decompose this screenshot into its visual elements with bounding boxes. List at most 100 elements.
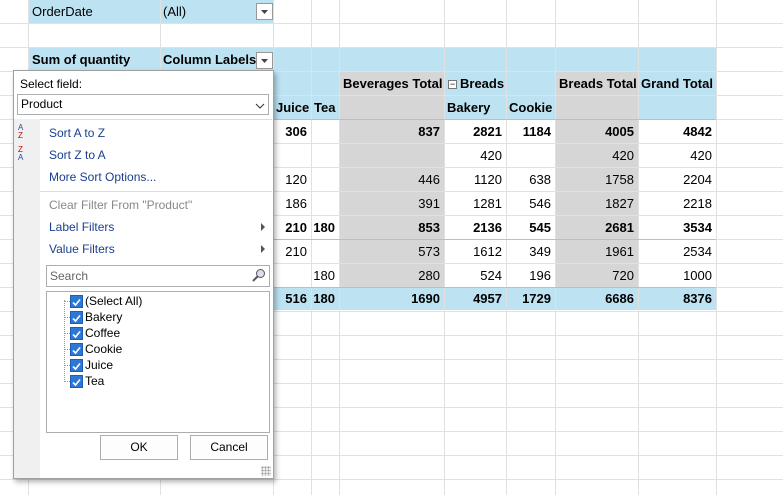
pivot-cell: 638 (529, 172, 551, 187)
check-icon (72, 330, 81, 339)
chevron (254, 99, 266, 109)
pivot-cell: 196 (529, 268, 551, 283)
checkbox[interactable] (70, 295, 83, 308)
list-item[interactable]: Bakery (85, 310, 123, 324)
pivot-cell: 2136 (473, 220, 502, 235)
dropdown-button[interactable] (256, 3, 273, 20)
search-icon (252, 268, 266, 282)
list-item[interactable]: Coffee (85, 326, 121, 340)
separator (40, 191, 272, 192)
pivot-cell: 2534 (683, 244, 712, 259)
menu-item[interactable]: More Sort Options... (49, 170, 157, 184)
grid-line (0, 71, 783, 72)
ok-button[interactable]: OK (100, 435, 178, 460)
grid-line (311, 0, 312, 495)
column-labels: Column Labels (163, 52, 257, 67)
bev-total-col (339, 72, 444, 288)
grid-line (0, 95, 783, 96)
pivot-cell: 420 (480, 148, 502, 163)
tree-line (64, 333, 70, 334)
grid-line (0, 215, 783, 216)
filter-bg (28, 0, 273, 23)
grid-line (0, 167, 783, 168)
menu-item[interactable]: Value Filters (49, 242, 115, 256)
checkbox[interactable] (70, 359, 83, 372)
submenu-arrow (261, 245, 265, 253)
total-line (28, 287, 716, 288)
check-icon (72, 314, 81, 323)
checkbox[interactable] (70, 343, 83, 356)
dropdown-button[interactable] (256, 52, 273, 69)
pivot-cell: 349 (529, 244, 551, 259)
pivot-cell: 306 (285, 124, 307, 139)
filter-value: (All) (163, 4, 187, 19)
filter-label: OrderDate (32, 4, 93, 19)
pivot-cell: 524 (480, 268, 502, 283)
pivot-cell: 4005 (605, 124, 634, 139)
check-icon (72, 378, 81, 387)
pivot-cell: 180 (313, 268, 335, 283)
grid-line (506, 0, 507, 495)
field-dropdown[interactable]: Product (17, 94, 269, 115)
pivot-cell: 1690 (411, 291, 440, 306)
check-icon (72, 362, 81, 371)
item-list (46, 291, 270, 433)
header-line (28, 239, 716, 240)
menu-item[interactable]: Sort A to Z (49, 126, 106, 140)
value-label: Sum of quantity (32, 52, 131, 67)
pivot-cell: 545 (529, 220, 551, 235)
pivot-cell: 4957 (473, 291, 502, 306)
pivot-cell: 420 (690, 148, 712, 163)
tree-line (64, 381, 70, 382)
pivot-cell: 2681 (605, 220, 634, 235)
pivot-cell: 516 (285, 291, 307, 306)
pivot-cell: 1961 (605, 244, 634, 259)
grid-line (0, 23, 783, 24)
pivot-cell: 720 (612, 268, 634, 283)
pivot-cell: 1612 (473, 244, 502, 259)
list-item[interactable]: (Select All) (85, 294, 143, 308)
pivot-cell: 186 (285, 196, 307, 211)
submenu-arrow (261, 223, 265, 231)
check-icon (72, 346, 81, 355)
group-header: Grand Total (641, 76, 713, 91)
collapse-icon[interactable]: − (448, 79, 457, 89)
grid-line (0, 479, 783, 480)
pivot-cell: 391 (418, 196, 440, 211)
list-item[interactable]: Juice (85, 358, 114, 372)
list-item[interactable]: Cookie (85, 342, 123, 356)
separator (40, 119, 272, 120)
header-line (28, 119, 716, 120)
pivot-cell: 4842 (683, 124, 712, 139)
pivot-cell: 1120 (474, 172, 502, 187)
pivot-cell: 2821 (473, 124, 502, 139)
grid-line (555, 0, 556, 495)
filter-popup (13, 70, 274, 479)
pivot-cell: 1281 (473, 196, 502, 211)
pivot-cell: 837 (418, 124, 440, 139)
grid-line (339, 0, 340, 495)
pivot-cell: 1000 (683, 268, 712, 283)
pivot-cell: 6686 (605, 291, 634, 306)
menu-item[interactable]: Label Filters (49, 220, 115, 234)
checkbox[interactable] (70, 311, 83, 324)
sub-header: Tea (314, 100, 336, 115)
breads-total-col (555, 72, 638, 288)
menu-item[interactable]: Sort Z to A (49, 148, 106, 162)
pivot-cell: 180 (313, 291, 335, 306)
checkbox[interactable] (70, 375, 83, 388)
group-header: Breads Total (559, 76, 637, 91)
cancel-button[interactable]: Cancel (190, 435, 268, 460)
group-header: Beverages Total (343, 76, 443, 91)
pivot-cell: 2204 (683, 172, 712, 187)
pivot-cell: 546 (529, 196, 551, 211)
pivot-cell: 1729 (522, 291, 551, 306)
magnifier-icon (252, 269, 265, 282)
menu-item: Clear Filter From "Product" (49, 198, 193, 212)
icon-strip (14, 119, 40, 478)
checkbox[interactable] (70, 327, 83, 340)
list-item[interactable]: Tea (85, 374, 105, 388)
search-box[interactable]: Search (46, 265, 270, 287)
